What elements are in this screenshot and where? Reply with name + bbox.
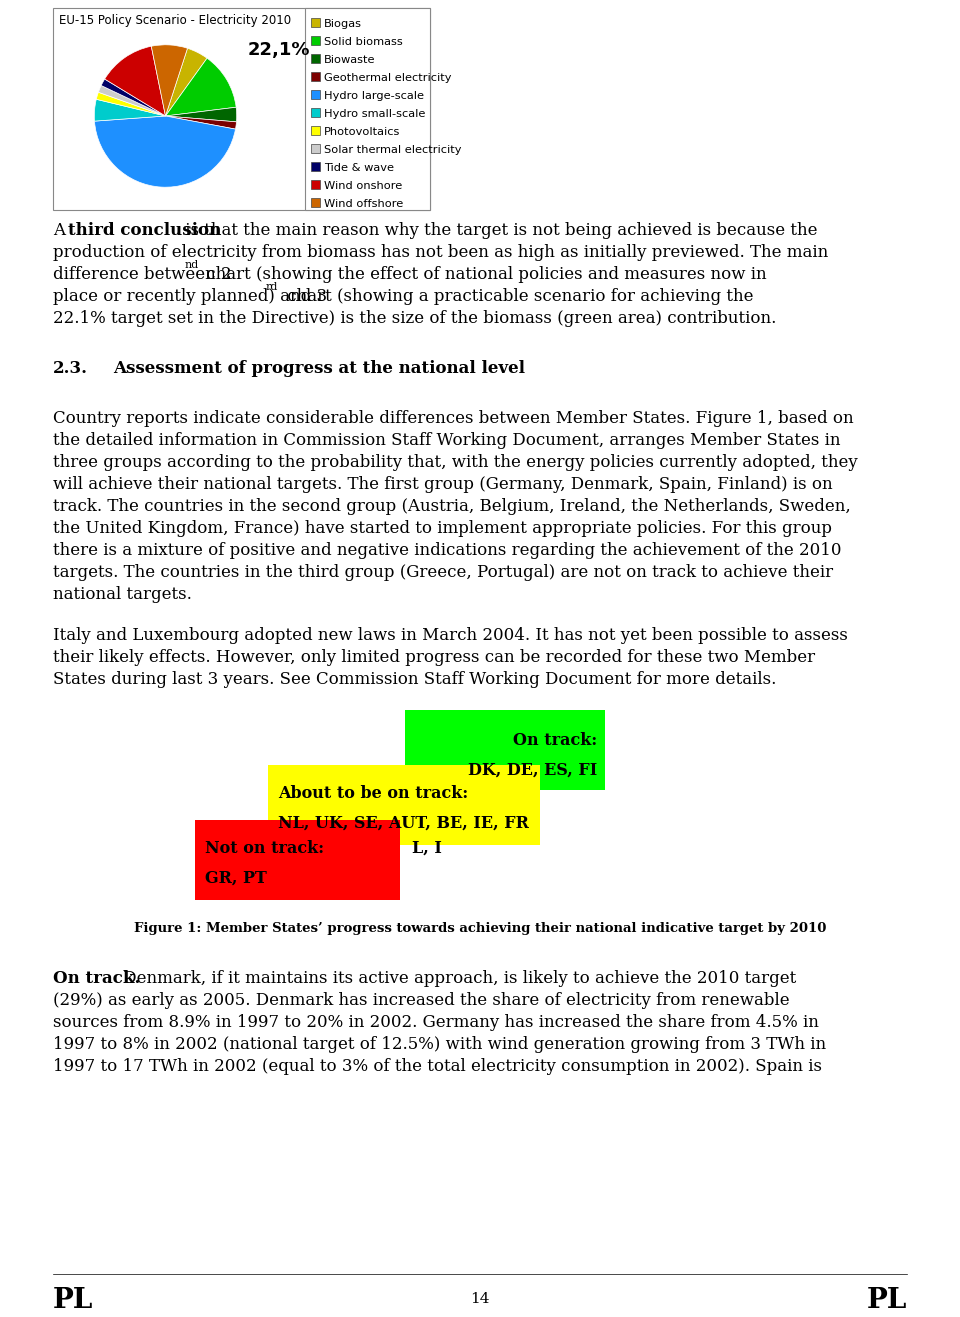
Bar [311,36,320,45]
Bar [311,90,320,99]
Text: there is a mixture of positive and negative indications regarding the achievemen: there is a mixture of positive and negat… [53,543,842,558]
Text: On track.: On track. [53,971,140,986]
Text: chart (showing a practicable scenario for achieving the: chart (showing a practicable scenario fo… [282,288,754,306]
Text: GR, PT: GR, PT [205,871,267,888]
Text: Wind onshore: Wind onshore [324,180,402,191]
Wedge shape [105,46,165,116]
Text: the detailed information in Commission Staff Working Document, arranges Member S: the detailed information in Commission S… [53,432,841,449]
Bar [405,710,605,790]
Bar [311,72,320,82]
Bar [311,126,320,136]
Text: Assessment of progress at the national level: Assessment of progress at the national l… [113,360,525,377]
Text: Solid biomass: Solid biomass [324,37,403,47]
Bar [195,820,400,900]
Text: On track:: On track: [513,732,597,749]
Text: will achieve their national targets. The first group (Germany, Denmark, Spain, F: will achieve their national targets. The… [53,475,832,493]
Text: chart (showing the effect of national policies and measures now in: chart (showing the effect of national po… [201,266,767,283]
Text: Wind offshore: Wind offshore [324,199,403,209]
Text: difference between 2: difference between 2 [53,266,231,283]
Wedge shape [165,116,236,129]
Text: 2.3.: 2.3. [53,360,88,377]
Text: Biogas: Biogas [324,18,362,29]
Bar [311,162,320,171]
Bar [311,144,320,153]
Text: NL, UK, SE, AUT, BE, IE, FR: NL, UK, SE, AUT, BE, IE, FR [278,815,529,832]
Wedge shape [165,107,237,122]
Text: L, I: L, I [412,840,442,857]
Wedge shape [94,116,235,187]
Text: 22.1% target set in the Directive) is the size of the biomass (green area) contr: 22.1% target set in the Directive) is th… [53,309,777,327]
Text: Geothermal electricity: Geothermal electricity [324,72,451,83]
Text: production of electricity from biomass has not been as high as initially preview: production of electricity from biomass h… [53,244,828,261]
Bar [311,198,320,207]
Text: Not on track:: Not on track: [205,840,324,857]
Text: Denmark, if it maintains its active approach, is likely to achieve the 2010 targ: Denmark, if it maintains its active appr… [118,971,796,986]
Text: Photovoltaics: Photovoltaics [324,126,400,137]
Text: 14: 14 [470,1292,490,1306]
Text: EU-15 Policy Scenario - Electricity 2010: EU-15 Policy Scenario - Electricity 2010 [59,14,291,28]
Text: Hydro small-scale: Hydro small-scale [324,109,425,119]
Text: About to be on track:: About to be on track: [278,785,468,802]
Bar [311,180,320,190]
Wedge shape [101,79,165,116]
Text: A: A [53,223,70,238]
Text: Italy and Luxembourg adopted new laws in March 2004. It has not yet been possibl: Italy and Luxembourg adopted new laws in… [53,627,848,644]
Text: Figure 1: Member States’ progress towards achieving their national indicative ta: Figure 1: Member States’ progress toward… [133,922,827,935]
Text: nd: nd [185,259,200,270]
Text: Biowaste: Biowaste [324,55,375,65]
Text: Solar thermal electricity: Solar thermal electricity [324,145,462,155]
Wedge shape [165,49,207,116]
Text: Tide & wave: Tide & wave [324,163,394,173]
Bar [305,8,430,209]
Bar [268,765,540,846]
Text: is that the main reason why the target is not being achieved is because the: is that the main reason why the target i… [180,223,818,238]
Text: 22,1%: 22,1% [248,41,310,59]
Wedge shape [98,86,165,116]
Text: rd: rd [266,282,278,292]
Text: three groups according to the probability that, with the energy policies current: three groups according to the probabilit… [53,454,857,471]
Text: sources from 8.9% in 1997 to 20% in 2002. Germany has increased the share from 4: sources from 8.9% in 1997 to 20% in 2002… [53,1014,819,1031]
Text: 1997 to 17 TWh in 2002 (equal to 3% of the total electricity consumption in 2002: 1997 to 17 TWh in 2002 (equal to 3% of t… [53,1058,822,1075]
Wedge shape [96,92,165,116]
Wedge shape [152,45,187,116]
Text: their likely effects. However, only limited progress can be recorded for these t: their likely effects. However, only limi… [53,649,815,666]
Text: (29%) as early as 2005. Denmark has increased the share of electricity from rene: (29%) as early as 2005. Denmark has incr… [53,992,790,1009]
Bar [311,108,320,117]
Text: PL: PL [867,1287,907,1314]
Text: the United Kingdom, France) have started to implement appropriate policies. For : the United Kingdom, France) have started… [53,520,832,537]
Bar [311,54,320,63]
Text: track. The countries in the second group (Austria, Belgium, Ireland, the Netherl: track. The countries in the second group… [53,498,851,515]
Wedge shape [94,99,165,121]
Text: DK, DE, ES, FI: DK, DE, ES, FI [468,763,597,778]
Bar [311,18,320,28]
Wedge shape [165,58,236,116]
Text: place or recently planned) and 3: place or recently planned) and 3 [53,288,327,306]
Text: Country reports indicate considerable differences between Member States. Figure : Country reports indicate considerable di… [53,410,853,427]
Text: 1997 to 8% in 2002 (national target of 12.5%) with wind generation growing from : 1997 to 8% in 2002 (national target of 1… [53,1036,827,1054]
Text: States during last 3 years. See Commission Staff Working Document for more detai: States during last 3 years. See Commissi… [53,670,777,687]
Text: targets. The countries in the third group (Greece, Portugal) are not on track to: targets. The countries in the third grou… [53,564,833,581]
Text: Hydro large-scale: Hydro large-scale [324,91,424,101]
Text: PL: PL [53,1287,93,1314]
Text: national targets.: national targets. [53,586,192,603]
Text: third conclusion: third conclusion [68,223,221,238]
Bar [53,8,430,209]
